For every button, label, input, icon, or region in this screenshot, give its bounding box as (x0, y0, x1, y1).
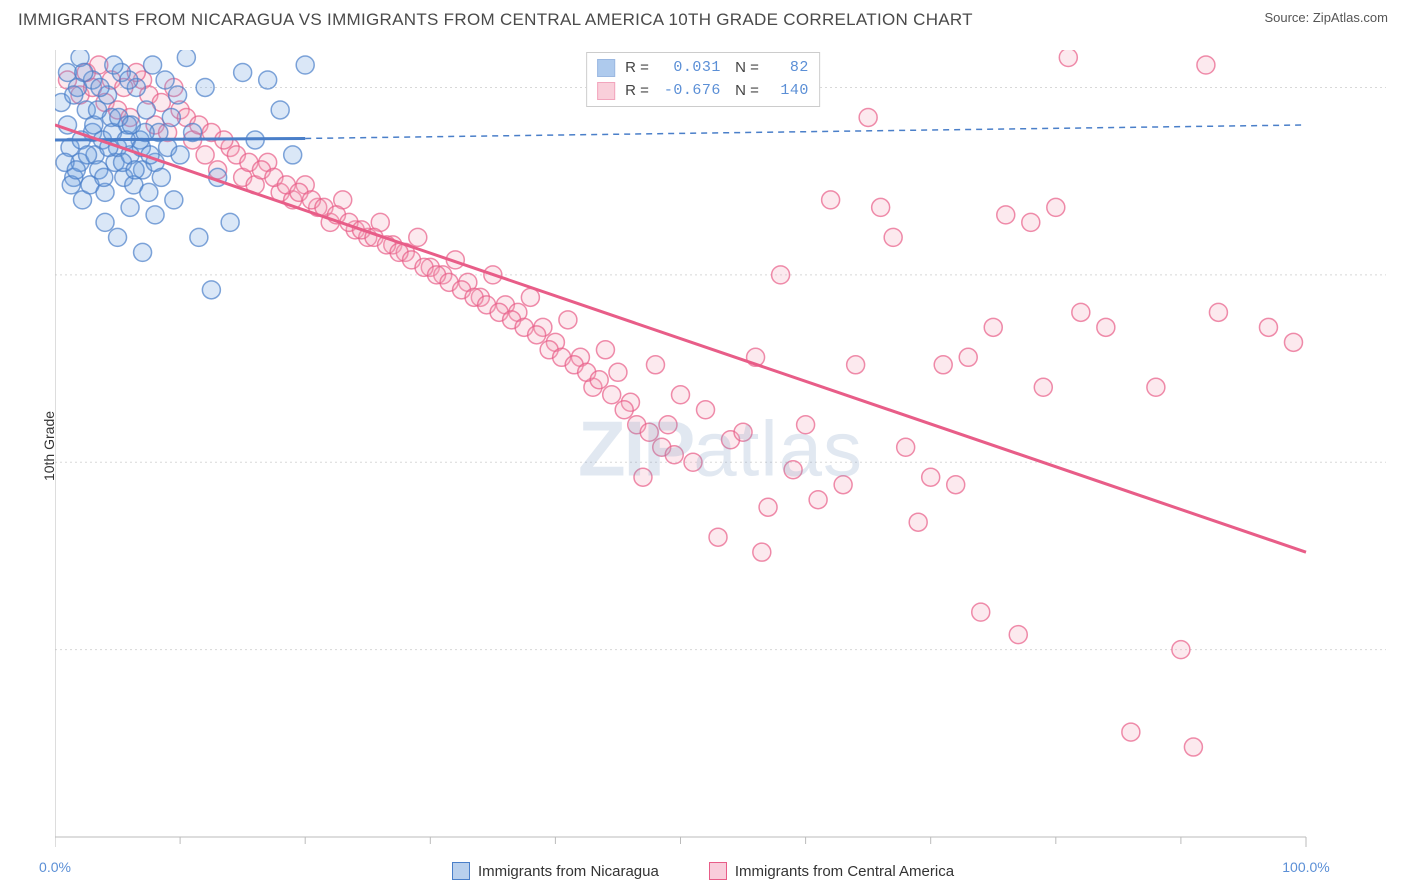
legend-item: Immigrants from Nicaragua (452, 862, 659, 880)
y-tick-label: 25.0% (1396, 642, 1406, 658)
legend-swatch (597, 59, 615, 77)
series-legend: Immigrants from Nicaragua Immigrants from… (0, 862, 1406, 880)
y-tick-label: 75.0% (1396, 267, 1406, 283)
correlation-stats-legend: R = 0.031 N = 82 R = -0.676 N = 140 (586, 52, 820, 107)
legend-swatch (597, 82, 615, 100)
y-tick-label: 100.0% (1396, 79, 1406, 95)
legend-label: Immigrants from Nicaragua (478, 863, 659, 880)
stat-legend-row: R = 0.031 N = 82 (597, 57, 809, 80)
plot-area: ZIPatlas 25.0%50.0%75.0%100.0%0.0%100.0% (55, 50, 1386, 847)
legend-item: Immigrants from Central America (709, 862, 954, 880)
y-tick-label: 50.0% (1396, 454, 1406, 470)
legend-label: Immigrants from Central America (735, 863, 954, 880)
source-link[interactable]: ZipAtlas.com (1313, 10, 1388, 25)
source-attribution: Source: ZipAtlas.com (1264, 10, 1388, 25)
chart-title: IMMIGRANTS FROM NICARAGUA VS IMMIGRANTS … (18, 10, 973, 30)
legend-swatch (709, 862, 727, 880)
legend-swatch (452, 862, 470, 880)
stat-legend-row: R = -0.676 N = 140 (597, 80, 809, 103)
scatter-plot-svg (55, 50, 1386, 847)
